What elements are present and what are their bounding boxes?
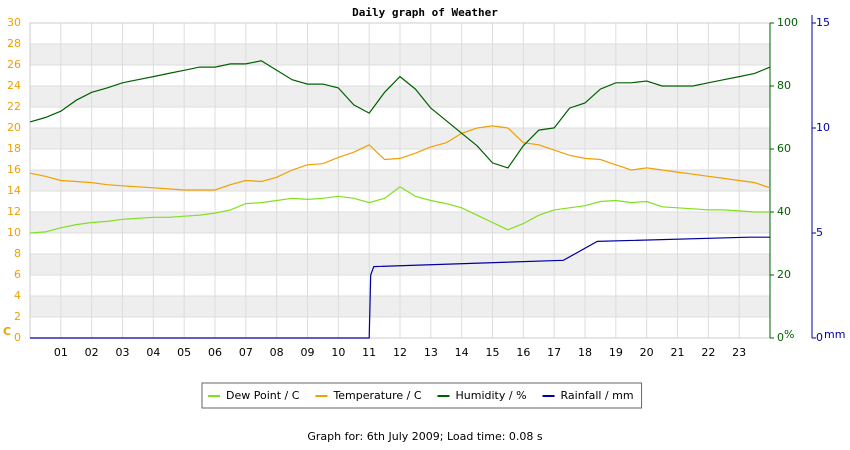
x-tick-label: 23	[732, 346, 746, 359]
x-tick-label: 07	[239, 346, 253, 359]
x-tick-label: 04	[146, 346, 160, 359]
x-tick-label: 16	[516, 346, 530, 359]
y-tick-label: 30	[7, 16, 21, 29]
legend-box	[201, 382, 643, 409]
x-tick-label: 08	[270, 346, 284, 359]
y-tick-label: 10	[7, 226, 21, 239]
x-tick-label: 12	[393, 346, 407, 359]
x-tick-label: 05	[177, 346, 191, 359]
y-tick-label: 8	[14, 247, 21, 260]
y2-tick-label: 20	[777, 268, 791, 281]
y2-tick-label: 100	[777, 16, 798, 29]
legend-label: Rainfall / mm	[561, 389, 634, 402]
series-line	[29, 186, 770, 234]
y2-tick-label: 60	[777, 142, 791, 155]
x-tick-label: 03	[116, 346, 130, 359]
y-tick-label: 28	[7, 37, 21, 50]
y2-axis-label: %	[784, 328, 794, 341]
y-tick-label: 0	[14, 331, 21, 344]
x-tick-label: 18	[578, 346, 592, 359]
y-tick-label: 20	[7, 121, 21, 134]
y-tick-label: 14	[7, 184, 21, 197]
y3-tick-label: 15	[816, 16, 830, 29]
y2-tick-label: 0	[777, 331, 784, 344]
y-axis-label: C	[3, 325, 11, 338]
series-line	[30, 236, 770, 339]
series-line	[29, 60, 771, 169]
y3-tick-label: 0	[816, 331, 823, 344]
y-tick-label: 2	[14, 310, 21, 323]
y3-tick-label: 10	[816, 121, 830, 134]
legend-label: Dew Point / C	[226, 389, 300, 402]
x-tick-label: 15	[486, 346, 500, 359]
x-tick-label: 19	[609, 346, 623, 359]
x-tick-label: 06	[208, 346, 222, 359]
y3-tick-label: 5	[816, 226, 823, 239]
y2-tick-label: 80	[777, 79, 791, 92]
chart-title: Daily graph of Weather	[352, 6, 498, 19]
y-tick-label: 22	[7, 100, 21, 113]
y-tick-label: 24	[7, 79, 21, 92]
legend-label: Humidity / %	[456, 389, 527, 402]
footer: Graph for: 6th July 2009; Load time: 0.0…	[307, 430, 543, 443]
y-tick-label: 12	[7, 205, 21, 218]
y-tick-label: 26	[7, 58, 21, 71]
y3-axis-label: mm	[824, 328, 845, 341]
x-tick-label: 01	[54, 346, 68, 359]
x-tick-label: 09	[301, 346, 315, 359]
x-tick-label: 13	[424, 346, 438, 359]
grid	[30, 22, 770, 339]
series-line	[29, 125, 771, 191]
x-tick-label: 14	[455, 346, 469, 359]
y2-tick-label: 40	[777, 205, 791, 218]
x-tick-label: 11	[362, 346, 376, 359]
x-tick-label: 17	[547, 346, 561, 359]
x-tick-label: 02	[85, 346, 99, 359]
y-tick-label: 6	[14, 268, 21, 281]
x-tick-label: 21	[671, 346, 685, 359]
y-tick-label: 4	[14, 289, 21, 302]
legend-label: Temperature / C	[332, 389, 421, 402]
x-tick-label: 22	[701, 346, 715, 359]
x-tick-label: 10	[331, 346, 345, 359]
y-tick-label: 18	[7, 142, 21, 155]
y-tick-label: 16	[7, 163, 21, 176]
x-tick-label: 20	[640, 346, 654, 359]
legend: Dew Point / C Temperature / C Humidity / %…	[201, 382, 643, 409]
